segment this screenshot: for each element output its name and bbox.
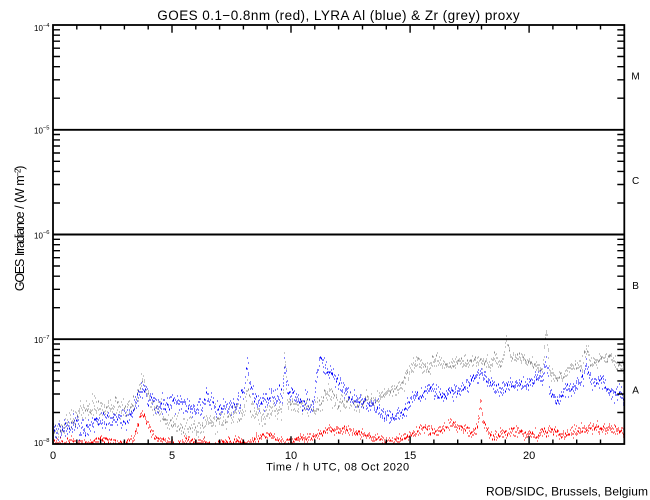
- svg-text:B: B: [632, 281, 639, 292]
- svg-text:5: 5: [169, 450, 175, 462]
- svg-text:GOES Irradiance / (W m−2): GOES Irradiance / (W m−2): [13, 166, 27, 291]
- svg-text:GOES 0.1−0.8nm (red), LYRA Al: GOES 0.1−0.8nm (red), LYRA Al (blue) & Z…: [157, 8, 520, 23]
- svg-text:0: 0: [50, 450, 56, 462]
- svg-text:10−4: 10−4: [34, 23, 50, 33]
- svg-text:15: 15: [404, 450, 416, 462]
- svg-text:M: M: [631, 72, 639, 83]
- svg-text:10: 10: [285, 450, 297, 462]
- svg-text:10−5: 10−5: [34, 125, 50, 135]
- svg-text:A: A: [632, 386, 639, 397]
- svg-text:C: C: [632, 176, 639, 187]
- svg-text:ROB/SIDC, Brussels, Belgium: ROB/SIDC, Brussels, Belgium: [486, 485, 648, 499]
- svg-text:10−6: 10−6: [34, 230, 50, 240]
- svg-text:20: 20: [523, 450, 535, 462]
- svg-text:10−7: 10−7: [34, 335, 50, 345]
- svg-text:Time / h UTC, 08 Oct 2020: Time / h UTC, 08 Oct 2020: [266, 461, 410, 473]
- svg-text:10−8: 10−8: [34, 438, 50, 448]
